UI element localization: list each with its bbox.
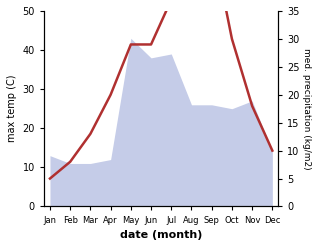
Y-axis label: med. precipitation (kg/m2): med. precipitation (kg/m2) xyxy=(302,48,311,169)
Y-axis label: max temp (C): max temp (C) xyxy=(7,75,17,143)
X-axis label: date (month): date (month) xyxy=(120,230,202,240)
